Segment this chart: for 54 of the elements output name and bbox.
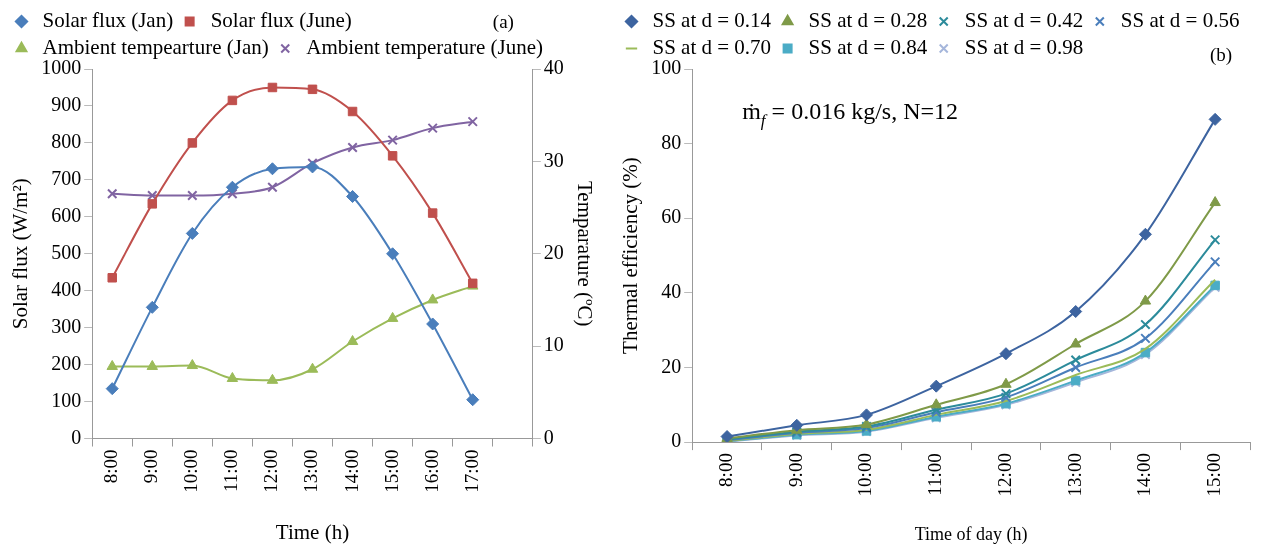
- x-tick-label: 17:00: [460, 449, 482, 493]
- y-tick-label: 20: [661, 354, 682, 377]
- y2-tick-label: 40: [543, 56, 564, 79]
- x-axis-title: Time of day (h): [914, 523, 1028, 545]
- y-axis-title: Thermal efficiency (%): [618, 157, 643, 354]
- y2-tick-label: 10: [543, 333, 564, 356]
- y-tick-label: 80: [661, 130, 682, 153]
- x-tick-label: 14:00: [1133, 453, 1155, 497]
- y-tick-label: 800: [51, 130, 82, 153]
- legend-label: SS at d = 0.84: [808, 35, 928, 60]
- x-tick-label: 9:00: [140, 449, 162, 484]
- y-tick-label: 100: [51, 388, 82, 411]
- y-tick-label: 40: [661, 280, 682, 303]
- x-tick-label: 13:00: [1063, 453, 1085, 497]
- y2-tick-label: 30: [543, 148, 564, 171]
- y-tick-label: 600: [51, 204, 82, 227]
- y-tick-label: 200: [51, 351, 82, 374]
- y-tick-label: 400: [51, 277, 82, 300]
- text: (b): [1210, 44, 1233, 66]
- legend-label: Ambient temperature (June): [306, 35, 543, 60]
- y-tick-label: 300: [51, 314, 82, 337]
- y-axis-title: Solar flux (W/m²): [8, 178, 33, 330]
- legend-label: SS at d = 0.14: [652, 8, 772, 33]
- x-tick-label: 8:00: [100, 449, 122, 484]
- x-axis-title: Time (h): [275, 519, 350, 544]
- y2-tick-label: 0: [543, 425, 554, 448]
- x-tick-label: 8:00: [715, 453, 737, 487]
- x-tick-label: 15:00: [1203, 453, 1225, 497]
- y-tick-label: 900: [51, 93, 82, 116]
- x-tick-label: 10:00: [180, 449, 202, 493]
- legend-label: Solar flux (June): [210, 8, 352, 33]
- x-tick-label: 15:00: [380, 449, 402, 493]
- y2-tick-label: 20: [543, 241, 564, 264]
- x-tick-label: 12:00: [993, 453, 1015, 497]
- x-tick-label: 13:00: [300, 449, 322, 493]
- y-tick-label: 500: [51, 241, 82, 264]
- x-tick-label: 12:00: [260, 449, 282, 493]
- x-tick-label: 14:00: [340, 449, 362, 493]
- text: (a): [492, 11, 514, 33]
- y-tick-label: 700: [51, 167, 82, 190]
- x-tick-label: 10:00: [854, 453, 876, 497]
- legend-label: SS at d = 0.28: [808, 8, 928, 33]
- y-tick-label: 0: [71, 425, 82, 448]
- x-tick-label: 11:00: [220, 449, 242, 493]
- y-tick-label: 60: [661, 205, 682, 228]
- legend-label: SS at d = 0.56: [1120, 8, 1240, 33]
- legend-label: Solar flux (Jan): [42, 8, 174, 33]
- legend-label: SS at d = 0.42: [964, 8, 1084, 33]
- x-tick-label: 11:00: [924, 453, 946, 496]
- y-tick-label: 0: [671, 429, 682, 452]
- x-tick-label: 9:00: [784, 453, 806, 487]
- x-tick-label: 16:00: [420, 449, 442, 493]
- legend-label: SS at d = 0.98: [964, 35, 1084, 60]
- y2-axis-title: Temparature (ºC): [572, 180, 597, 327]
